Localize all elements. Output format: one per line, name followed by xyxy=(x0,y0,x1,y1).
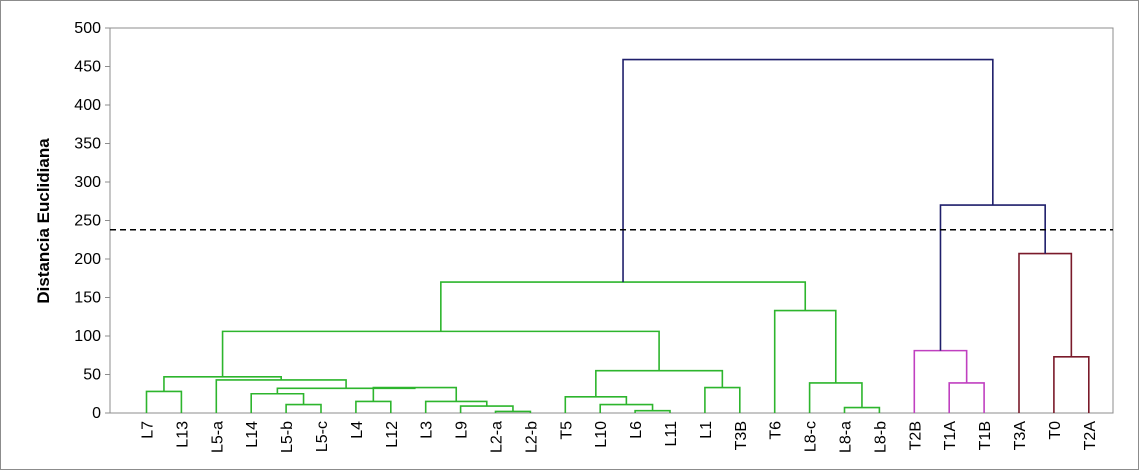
leaf-label: L7 xyxy=(140,421,157,439)
leaf-label: T0 xyxy=(1047,421,1064,440)
leaf-label: T1A xyxy=(942,421,959,451)
y-tick-label: 500 xyxy=(74,20,101,37)
y-axis: 0 50 100 150 200 250 300 350 400 450 500 xyxy=(74,20,110,422)
y-tick-label: 150 xyxy=(74,290,101,307)
leaf-label: L14 xyxy=(244,421,261,448)
leaf-label: L2-b xyxy=(523,421,540,453)
y-tick-label: 0 xyxy=(92,405,101,422)
y-tick-label: 300 xyxy=(74,174,101,191)
leaf-label: L5-b xyxy=(279,421,296,453)
leaf-label: T2B xyxy=(907,421,924,450)
leaf-label: T1B xyxy=(977,421,994,450)
leaf-label: L13 xyxy=(174,421,191,448)
leaf-label: T3A xyxy=(1012,421,1029,451)
leaf-label: L5-a xyxy=(209,421,226,453)
dendrogram-links xyxy=(145,58,1090,413)
leaf-label: L4 xyxy=(349,421,366,439)
y-tick-label: 350 xyxy=(74,136,101,153)
leaf-label: L8-b xyxy=(872,421,889,453)
leaf-label: L8-c xyxy=(803,421,820,452)
leaf-label: T6 xyxy=(768,421,785,440)
y-tick-label: 400 xyxy=(74,97,101,114)
leaf-label: L8-a xyxy=(838,421,855,453)
leaf-label: L1 xyxy=(698,421,715,439)
y-tick-label: 250 xyxy=(74,213,101,230)
y-tick-label: 200 xyxy=(74,251,101,268)
leaf-label: T2A xyxy=(1082,421,1099,451)
leaf-label: T5 xyxy=(558,421,575,440)
y-tick-label: 100 xyxy=(74,328,101,345)
leaf-label: L6 xyxy=(628,421,645,439)
leaf-label: L10 xyxy=(593,421,610,448)
leaf-label: L2-a xyxy=(489,421,506,453)
plot-area xyxy=(109,27,1114,414)
y-axis-label: Distancia Euclidiana xyxy=(34,138,53,304)
leaf-label: L3 xyxy=(419,421,436,439)
leaf-label: L11 xyxy=(663,421,680,447)
leaf-labels: L7 L13 L5-a L14 L5-b L5-c L4 L12 L3 L9 L2-a L2-b T5 L… xyxy=(140,421,1099,453)
dendrogram-link xyxy=(622,58,994,283)
leaf-label: L9 xyxy=(454,421,471,439)
leaf-label: L5-c xyxy=(314,421,331,452)
leaf-label: L12 xyxy=(384,421,401,448)
leaf-label: T3B xyxy=(733,421,750,450)
y-tick-label: 450 xyxy=(74,59,101,76)
y-tick-label: 50 xyxy=(83,367,101,384)
